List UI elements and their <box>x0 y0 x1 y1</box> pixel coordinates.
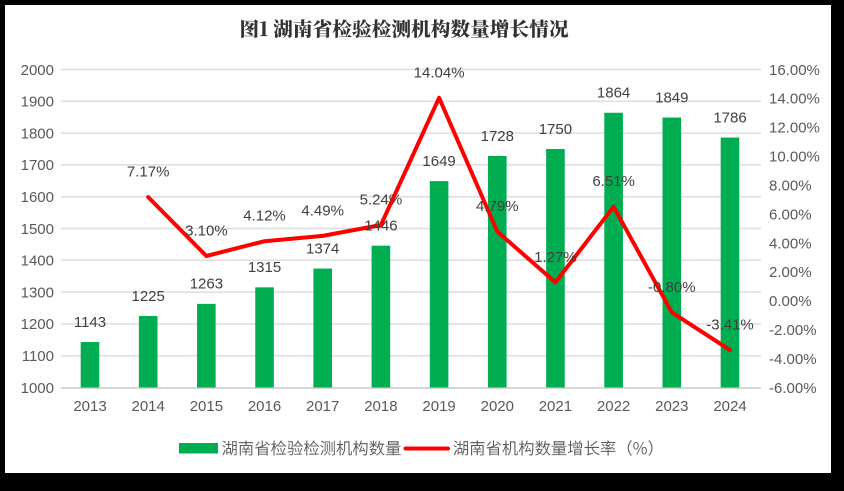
svg-text:8.00%: 8.00% <box>769 177 812 194</box>
svg-text:10.00%: 10.00% <box>769 149 820 166</box>
svg-text:2020: 2020 <box>481 398 514 415</box>
svg-text:6.00%: 6.00% <box>769 206 812 223</box>
svg-text:1374: 1374 <box>306 240 339 257</box>
svg-text:2024: 2024 <box>713 398 746 415</box>
svg-text:1900: 1900 <box>21 94 54 111</box>
svg-text:-0.80%: -0.80% <box>648 279 696 296</box>
svg-text:2022: 2022 <box>597 398 630 415</box>
svg-text:4.79%: 4.79% <box>476 198 519 215</box>
svg-text:1750: 1750 <box>539 121 572 138</box>
svg-text:7.17%: 7.17% <box>127 164 170 181</box>
svg-text:1.27%: 1.27% <box>534 249 577 266</box>
svg-text:1400: 1400 <box>21 253 54 270</box>
svg-text:2018: 2018 <box>364 398 397 415</box>
svg-text:2017: 2017 <box>306 398 339 415</box>
svg-text:-4.00%: -4.00% <box>769 351 817 368</box>
svg-text:2019: 2019 <box>422 398 455 415</box>
svg-text:2015: 2015 <box>190 398 223 415</box>
svg-text:2021: 2021 <box>539 398 572 415</box>
svg-text:2000: 2000 <box>21 62 54 79</box>
svg-text:1500: 1500 <box>21 221 54 238</box>
svg-text:1000: 1000 <box>21 380 54 397</box>
svg-text:4.00%: 4.00% <box>769 235 812 252</box>
svg-text:2014: 2014 <box>132 398 165 415</box>
svg-text:1728: 1728 <box>481 128 514 145</box>
svg-text:1649: 1649 <box>422 153 455 170</box>
svg-text:3.10%: 3.10% <box>185 223 228 240</box>
svg-text:6.51%: 6.51% <box>592 173 635 190</box>
svg-text:1300: 1300 <box>21 284 54 301</box>
svg-text:1800: 1800 <box>21 125 54 142</box>
svg-text:1600: 1600 <box>21 189 54 206</box>
svg-text:1700: 1700 <box>21 157 54 174</box>
svg-text:1446: 1446 <box>364 218 397 235</box>
svg-text:4.12%: 4.12% <box>243 208 286 225</box>
svg-text:1786: 1786 <box>713 109 746 126</box>
svg-text:2013: 2013 <box>73 398 106 415</box>
svg-text:16.00%: 16.00% <box>769 62 820 79</box>
svg-text:14.04%: 14.04% <box>414 64 465 81</box>
svg-text:12.00%: 12.00% <box>769 120 820 137</box>
svg-text:1849: 1849 <box>655 89 688 106</box>
svg-text:2.00%: 2.00% <box>769 264 812 281</box>
svg-text:1864: 1864 <box>597 85 630 102</box>
svg-text:1315: 1315 <box>248 259 281 276</box>
svg-text:1200: 1200 <box>21 316 54 333</box>
svg-text:4.49%: 4.49% <box>301 202 344 219</box>
svg-text:2016: 2016 <box>248 398 281 415</box>
svg-text:1225: 1225 <box>132 288 165 305</box>
svg-text:1100: 1100 <box>22 348 54 365</box>
svg-text:5.24%: 5.24% <box>360 192 403 209</box>
svg-text:1143: 1143 <box>74 314 106 331</box>
svg-text:1263: 1263 <box>190 276 223 293</box>
svg-text:-3.41%: -3.41% <box>706 317 754 334</box>
svg-text:0.00%: 0.00% <box>769 293 812 310</box>
svg-text:14.00%: 14.00% <box>769 91 820 108</box>
svg-text:-2.00%: -2.00% <box>769 322 817 339</box>
svg-text:-6.00%: -6.00% <box>769 380 817 397</box>
svg-text:2023: 2023 <box>655 398 688 415</box>
